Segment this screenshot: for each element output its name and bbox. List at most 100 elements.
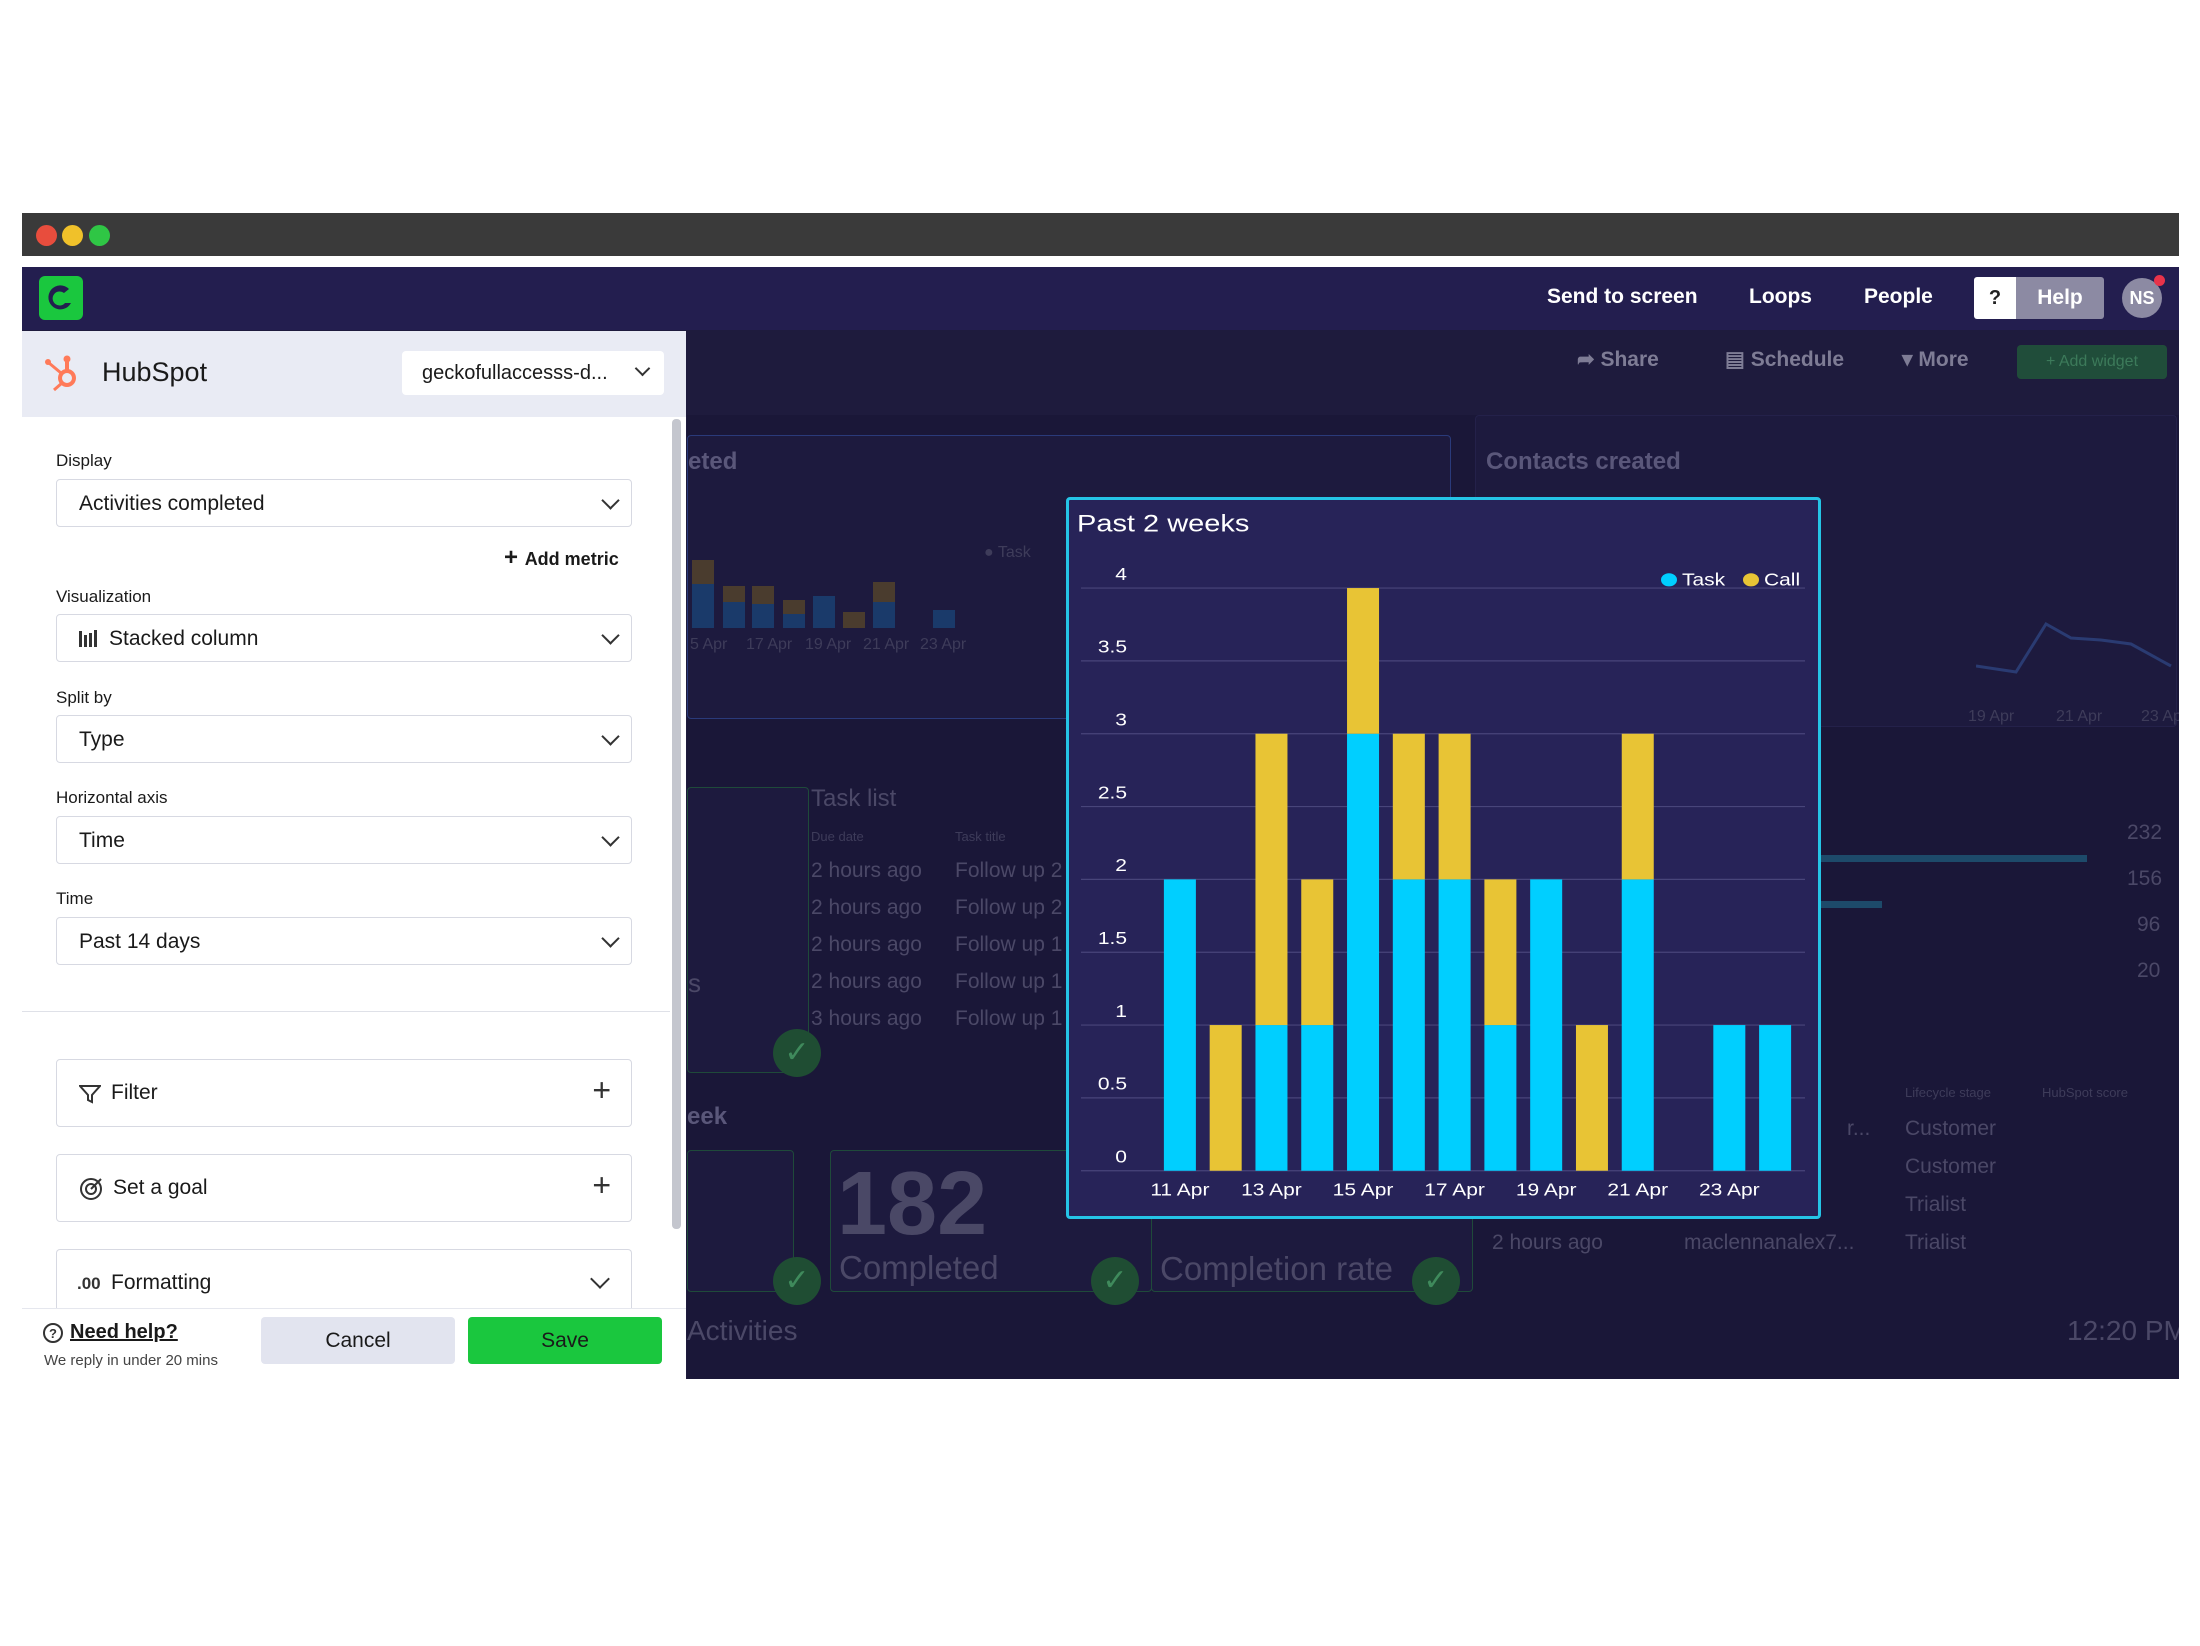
dim-axis-label: 21 Apr [2056, 708, 2103, 725]
left-widget[interactable]: s [687, 787, 809, 1073]
formatting-icon: .00 [77, 1274, 101, 1293]
geckoboard-logo[interactable] [38, 275, 84, 321]
bar-task [1255, 1025, 1288, 1171]
dim-progress-bar [1797, 855, 2087, 862]
chevron-down-icon [601, 929, 620, 948]
visualization-select[interactable]: Stacked column [56, 614, 632, 662]
task-list-widget[interactable]: Task list Due date Task title 2 hours ag… [807, 767, 1077, 1077]
formatting-label: Formatting [111, 1271, 212, 1294]
maximize-window-button[interactable] [89, 225, 110, 246]
bar-task [1392, 879, 1425, 1171]
bar-task [1759, 1025, 1792, 1171]
y-tick-label: 4 [1115, 565, 1127, 584]
x-tick-label: 19 Apr [1516, 1181, 1577, 1200]
check-icon: ✓ [1412, 1257, 1460, 1305]
horizontal-axis-select[interactable]: Time [56, 816, 632, 864]
schedule-button[interactable]: ▤ Schedule [1725, 347, 1844, 372]
y-tick-label: 0 [1115, 1148, 1127, 1167]
plus-icon[interactable]: + [592, 1167, 611, 1203]
dim-week-title: eek [687, 1103, 728, 1130]
display-select[interactable]: Activities completed [56, 479, 632, 527]
display-select-value: Activities completed [79, 492, 265, 515]
loops-link[interactable]: Loops [1749, 285, 1812, 308]
bar-call [1255, 733, 1288, 1026]
save-button[interactable]: Save [468, 1317, 662, 1364]
time-select-value: Past 14 days [79, 930, 201, 953]
y-tick-label: 3 [1115, 711, 1127, 730]
lifecycle-value: Customer [1905, 1117, 1997, 1140]
task-list-title: Task list [811, 785, 897, 812]
target-icon [80, 1178, 102, 1200]
completed-number-label: Completed [839, 1249, 999, 1286]
help-button[interactable]: Help [2016, 277, 2104, 319]
dim-bar [933, 610, 955, 628]
dim-bar [752, 586, 774, 628]
dim-bar [723, 586, 745, 628]
horizontal-axis-select-value: Time [79, 829, 125, 852]
completion-rate-label: Completion rate [1160, 1250, 1393, 1287]
task-title: Follow up 2 [955, 859, 1063, 882]
horizontal-axis-label: Horizontal axis [56, 788, 168, 807]
set-goal-row[interactable]: Set a goal + [56, 1154, 632, 1222]
lifecycle-value: Trialist [1905, 1231, 1967, 1254]
bar-call [1484, 879, 1517, 1026]
chevron-down-icon [634, 360, 651, 377]
task-due: 2 hours ago [811, 933, 922, 956]
x-tick-label: 21 Apr [1607, 1181, 1668, 1200]
dim-axis-label: 23 Apr [2141, 708, 2179, 725]
add-metric-button[interactable]: + Add metric [504, 544, 619, 572]
task-list-title-header: Task title [955, 829, 1006, 844]
formatting-row[interactable]: .00 Formatting [56, 1249, 632, 1310]
hubspot-score-header: HubSpot score [2042, 1085, 2128, 1100]
plus-icon: + [504, 544, 525, 571]
completed-number: 182 [837, 1154, 988, 1254]
dim-value: 232 [2127, 821, 2163, 844]
lifecycle-stage-header: Lifecycle stage [1905, 1085, 1991, 1100]
bar-task [1347, 733, 1380, 1171]
close-window-button[interactable] [36, 225, 57, 246]
dim-axis-label: 19 Apr [1968, 708, 2015, 725]
more-button[interactable]: ▾ More [1902, 347, 1969, 372]
chevron-down-icon [590, 1269, 610, 1289]
send-to-screen-link[interactable]: Send to screen [1547, 285, 1698, 308]
account-select[interactable]: geckofullaccesss-d... [402, 351, 664, 395]
task-title: Follow up 1 [955, 933, 1063, 956]
dim-value: 20 [2137, 959, 2161, 982]
completed-legend-task: Task [997, 544, 1031, 561]
schedule-icon: ▤ [1725, 348, 1751, 371]
notification-dot [2154, 275, 2165, 286]
add-widget-button[interactable]: + Add widget [2017, 345, 2167, 379]
lifecycle-value: Trialist [1905, 1193, 1967, 1216]
divider [22, 1011, 670, 1012]
plus-icon[interactable]: + [592, 1072, 611, 1108]
gecko-logo-icon [39, 276, 83, 320]
split-by-select-value: Type [79, 728, 125, 751]
people-link[interactable]: People [1864, 285, 1933, 308]
panel-scrollbar[interactable] [672, 419, 682, 1229]
task-title: Follow up 1 [955, 970, 1063, 993]
display-label: Display [56, 451, 112, 470]
minimize-window-button[interactable] [62, 225, 83, 246]
bar-task [1621, 879, 1654, 1171]
task-title: Follow up 1 [955, 1007, 1063, 1030]
share-button[interactable]: ➦ Share [1577, 347, 1659, 372]
add-widget-label: Add widget [2058, 353, 2139, 370]
cancel-button[interactable]: Cancel [261, 1317, 455, 1364]
bar-task [1484, 1025, 1517, 1171]
task-due: 2 hours ago [811, 970, 922, 993]
need-help-link[interactable]: Need help? [70, 1321, 178, 1343]
bar-call [1438, 733, 1471, 880]
stacked-column-chart: Past 2 weeks 0 0.5 1 1.5 2 2.5 3 3.5 4 11 Apr 13 Ap… [1077, 510, 1805, 1200]
config-panel: HubSpot geckofullaccesss-d... Display Ac… [22, 331, 686, 1380]
filter-row[interactable]: Filter + [56, 1059, 632, 1127]
check-icon: ✓ [773, 1029, 821, 1077]
stacked-column-icon [79, 630, 97, 647]
split-by-select[interactable]: Type [56, 715, 632, 763]
dim-bar [843, 612, 865, 628]
clock: 12:20 PM [2067, 1315, 2179, 1346]
account-select-value: geckofullaccesss-d... [422, 362, 608, 384]
y-tick-label: 2.5 [1098, 784, 1127, 803]
question-button[interactable]: ? [1974, 277, 2016, 319]
time-select[interactable]: Past 14 days [56, 917, 632, 965]
window-titlebar [22, 213, 2179, 256]
